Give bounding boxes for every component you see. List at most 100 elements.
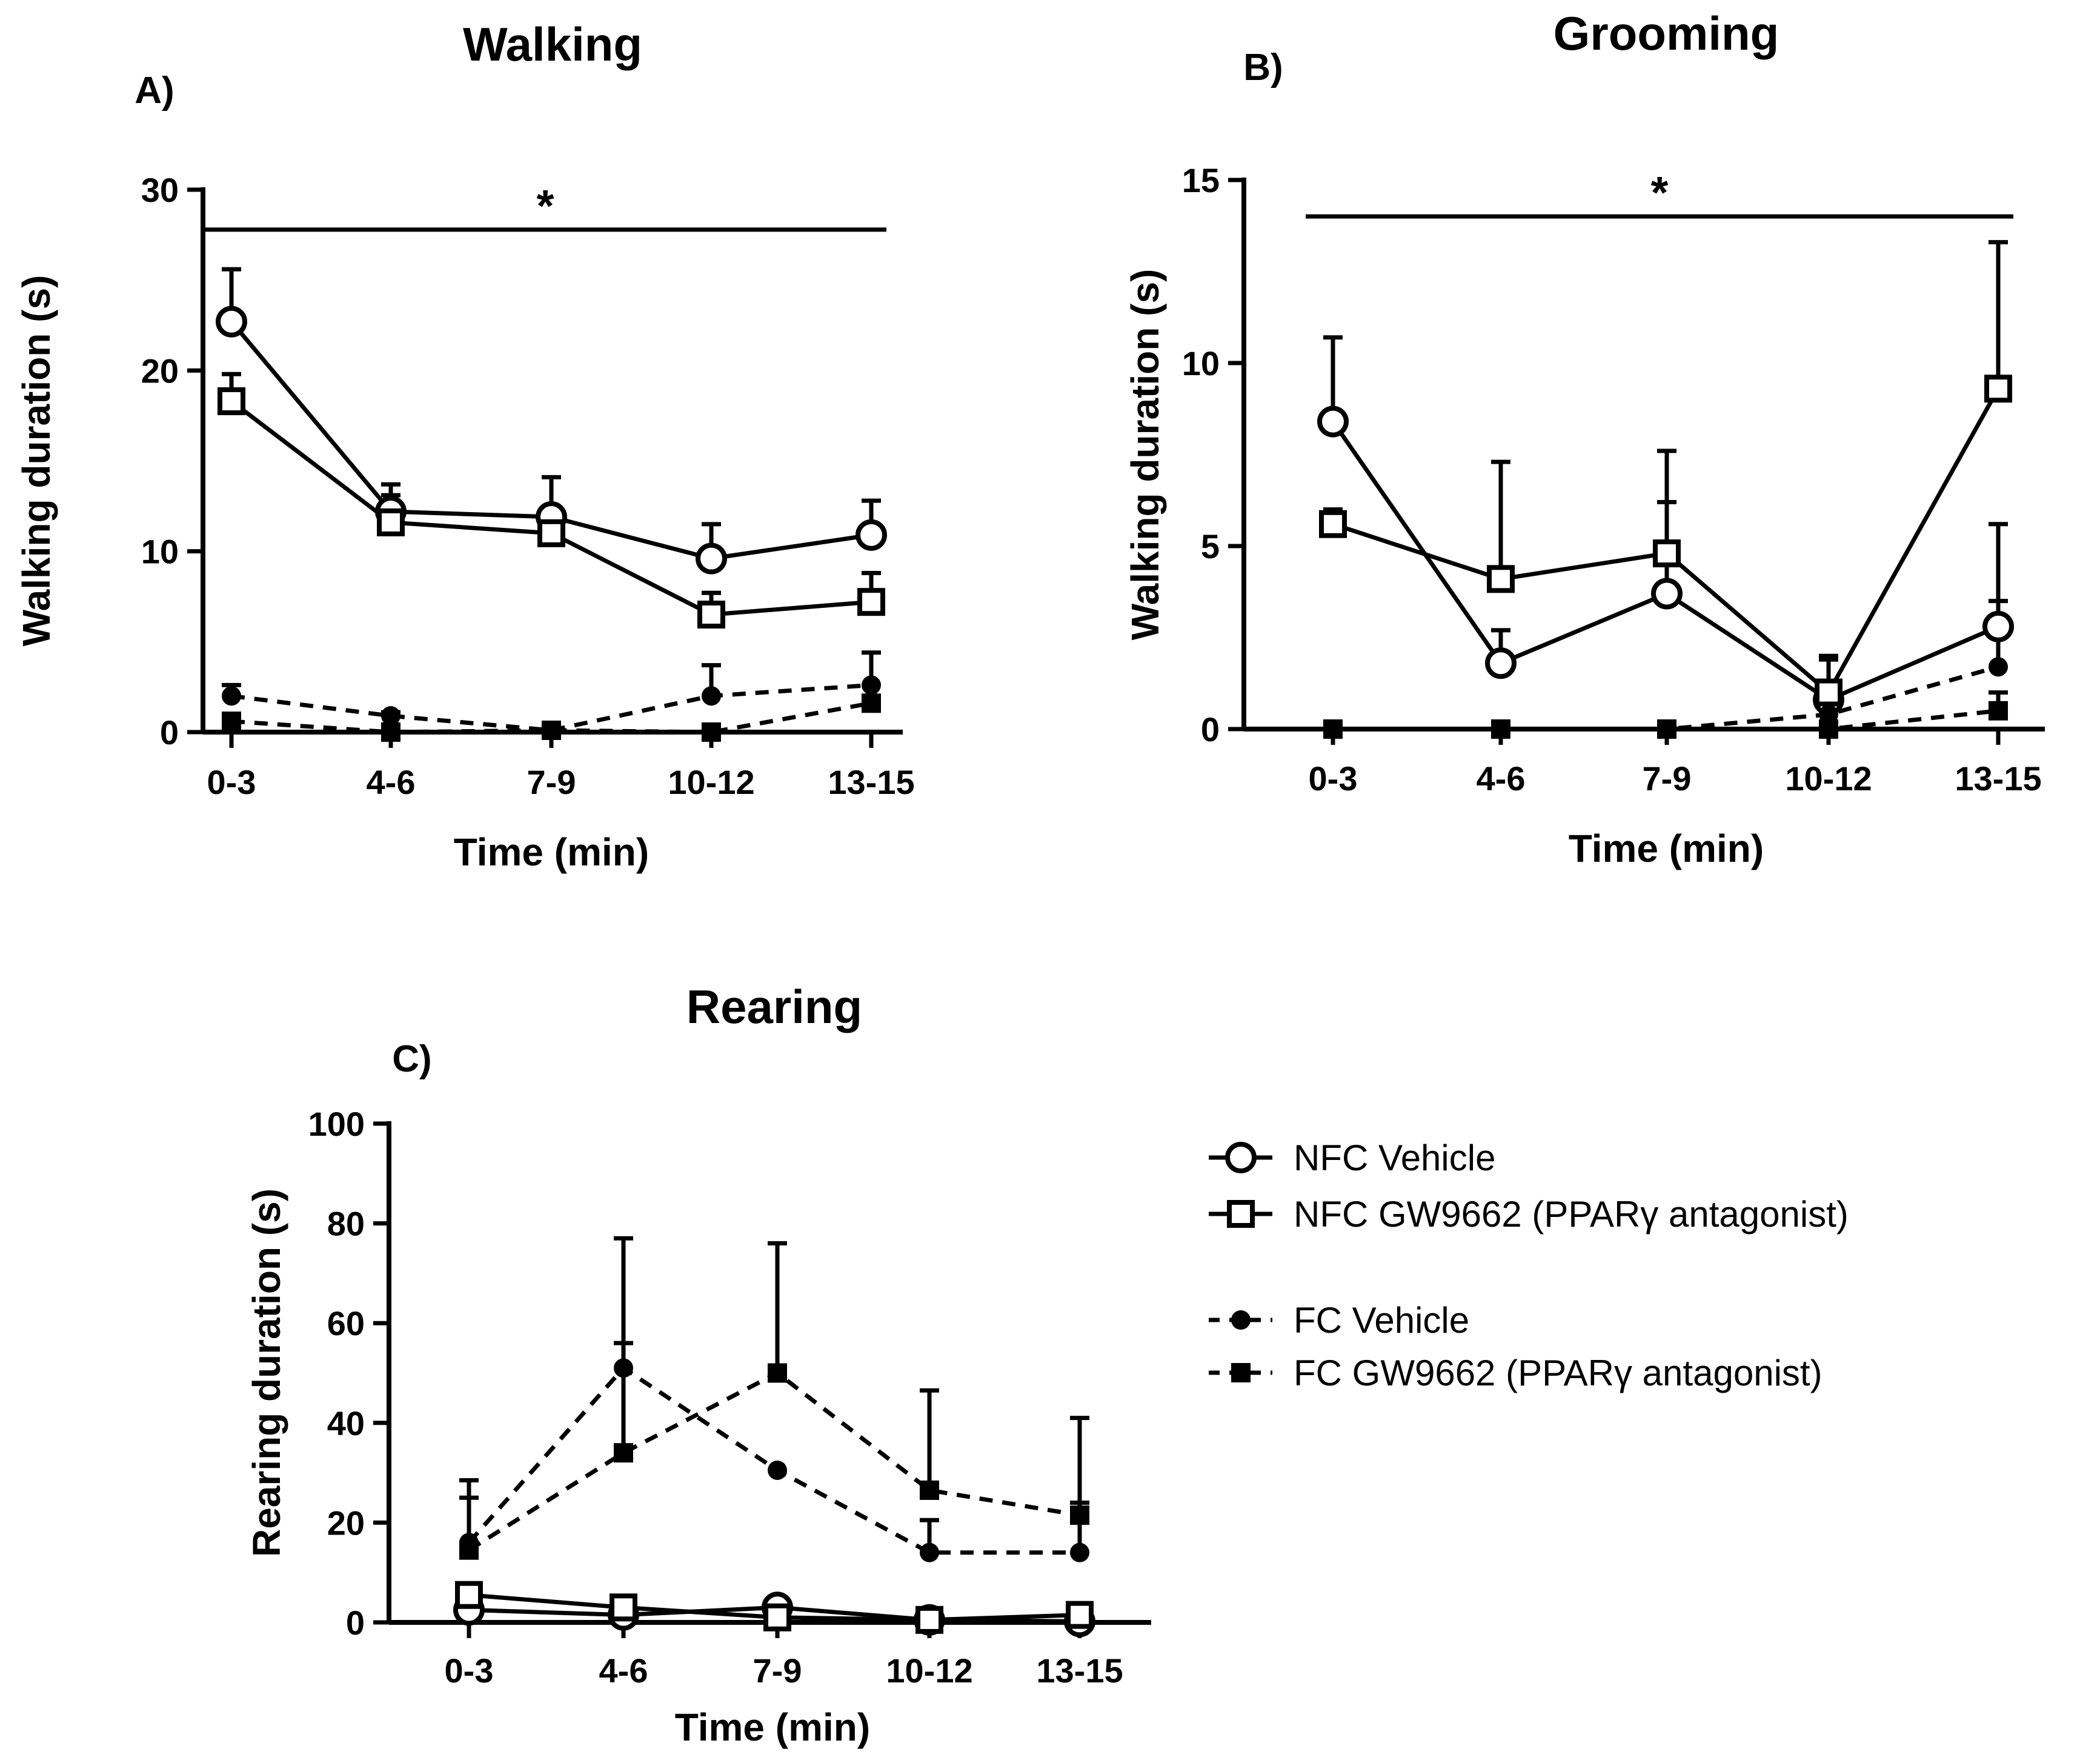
data-point (377, 508, 405, 536)
chart-title: Grooming (1553, 7, 1779, 60)
series-line (231, 682, 872, 733)
y-axis-label: Walking duration (s) (1123, 269, 1167, 641)
data-point (537, 519, 565, 547)
x-tick-label: 7-9 (753, 1651, 802, 1690)
data-point (702, 722, 721, 742)
chart-grooming: Grooming B) 0 5 10 15 0-3 4-6 7-9 10-12 13-15 Time … (1123, 7, 2045, 870)
x-tick-label: 0-3 (445, 1651, 494, 1690)
data-point (610, 1593, 637, 1622)
x-tick-label: 10-12 (668, 763, 754, 801)
y-tick-label: 100 (308, 1105, 365, 1143)
y-tick-label: 30 (141, 171, 179, 209)
series-layer (453, 1236, 1095, 1638)
data-point (381, 706, 400, 726)
x-tick-label: 10-12 (886, 1651, 972, 1690)
data-point (768, 1363, 787, 1383)
data-point (697, 601, 725, 629)
data-point (1819, 719, 1838, 739)
series-2-markers (459, 1358, 1089, 1562)
data-point (1066, 1601, 1094, 1629)
data-point (857, 588, 885, 616)
data-point (222, 712, 241, 732)
data-point (1982, 610, 2014, 642)
panel-label: C) (392, 1038, 431, 1080)
y-tick-label: 10 (1182, 344, 1220, 382)
data-point (1653, 539, 1681, 568)
x-tick-label: 4-6 (599, 1651, 648, 1690)
data-point (1323, 719, 1343, 739)
y-tick-label: 10 (141, 533, 179, 571)
x-axis-label: Time (min) (454, 830, 649, 874)
data-point (216, 305, 247, 338)
data-point (915, 1605, 943, 1634)
x-axis-label: Time (min) (675, 1705, 870, 1749)
data-point (542, 721, 561, 741)
data-point (614, 1358, 633, 1378)
y-tick-label: 15 (1182, 161, 1220, 199)
y-tick-label: 0 (1201, 710, 1220, 748)
y-tick-label: 5 (1201, 527, 1220, 565)
data-point (218, 387, 245, 416)
series-2 (222, 650, 881, 733)
y-axis-label: Rearing duration (s) (245, 1188, 288, 1557)
legend-marker (1231, 1363, 1251, 1382)
data-point (696, 542, 727, 575)
x-tick-label: 13-15 (1036, 1651, 1123, 1690)
series-1-markers (455, 1581, 1094, 1634)
data-point (1984, 375, 2012, 403)
data-point (1319, 510, 1347, 538)
data-point (702, 686, 721, 706)
x-tick-label: 10-12 (1785, 759, 1872, 798)
legend-label: FC Vehicle (1294, 1300, 1469, 1341)
data-point (1317, 405, 1349, 438)
chart-walking: Walking A) 0 10 20 30 0-3 4-6 7-9 10-12 13-15 Time … (15, 18, 915, 874)
series-3-markers (1323, 701, 2008, 739)
data-point (1491, 719, 1510, 739)
legend-marker (1227, 1200, 1255, 1228)
legend-label: FC GW9662 (PPARγ antagonist) (1294, 1353, 1823, 1393)
chart-title: Rearing (686, 980, 862, 1033)
x-tick-label: 0-3 (1309, 759, 1358, 798)
y-tick-label: 40 (327, 1404, 365, 1442)
x-tick-label: 0-3 (207, 763, 256, 801)
series-line (467, 1365, 1080, 1555)
legend-label: NFC GW9662 (PPARγ antagonist) (1294, 1194, 1849, 1235)
y-tick-label: 20 (141, 352, 179, 390)
y-axis-label: Walking duration (s) (15, 275, 58, 647)
legend: NFC Vehicle NFC GW9662 (PPARγ antagonist)… (1209, 1138, 1849, 1393)
data-point (1485, 647, 1517, 679)
legend-label: NFC Vehicle (1294, 1138, 1495, 1178)
chart-title: Walking (463, 18, 642, 71)
data-point (614, 1443, 633, 1463)
series-3 (459, 1241, 1089, 1552)
data-point (862, 675, 881, 695)
significance-star: * (537, 181, 554, 231)
data-point (920, 1542, 939, 1562)
y-tick-label: 80 (327, 1205, 365, 1243)
data-point (768, 1460, 787, 1480)
y-tick-label: 60 (327, 1304, 365, 1342)
series-3-markers (459, 1363, 1089, 1560)
data-point (455, 1581, 483, 1609)
series-0-markers (216, 305, 887, 575)
x-tick-label: 13-15 (828, 763, 914, 801)
series-2 (459, 1236, 1089, 1555)
data-point (1651, 578, 1683, 610)
data-point (1487, 565, 1515, 593)
data-point (856, 519, 887, 551)
data-point (1657, 719, 1676, 739)
data-point (381, 722, 400, 742)
y-tick-label: 20 (327, 1504, 365, 1542)
data-point (862, 693, 881, 713)
data-point (920, 1480, 939, 1500)
series-1-markers (1319, 375, 2012, 707)
x-tick-label: 7-9 (527, 763, 576, 801)
data-point (763, 1603, 791, 1631)
data-point (1819, 704, 1838, 724)
series-layer (1317, 240, 2014, 739)
x-axis-label: Time (min) (1569, 827, 1764, 870)
x-tick-label: 13-15 (1955, 759, 2041, 798)
data-point (1070, 1542, 1089, 1562)
significance-star: * (1651, 167, 1669, 218)
